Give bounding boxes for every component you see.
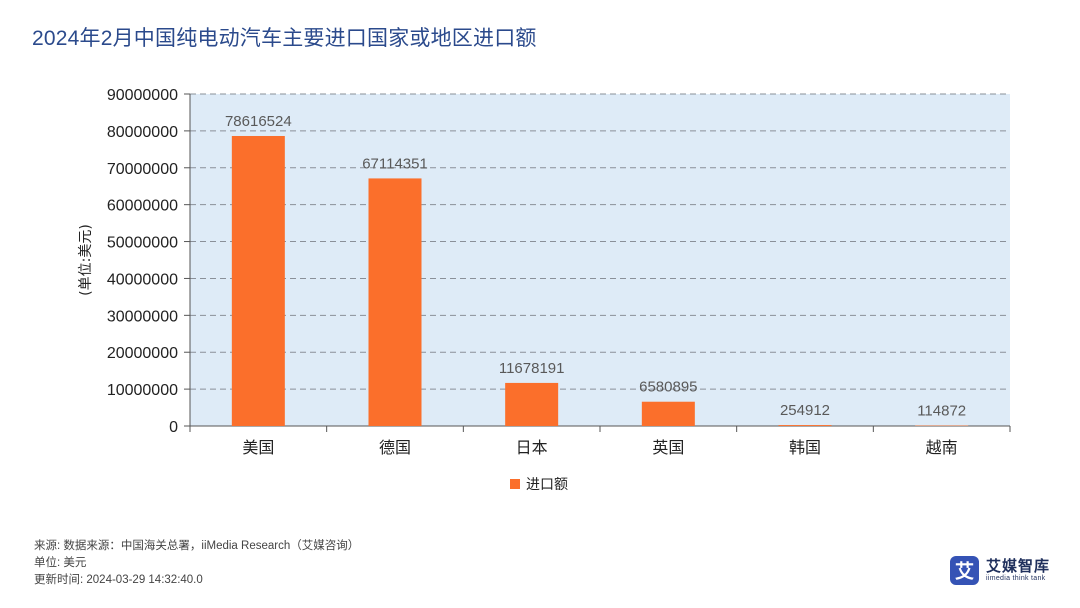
- data-label: 11678191: [499, 360, 565, 377]
- bar: [778, 425, 832, 426]
- y-tick-label: 0: [169, 419, 178, 436]
- y-tick-label: 10000000: [107, 382, 178, 399]
- y-tick-label: 40000000: [107, 271, 178, 288]
- x-tick-label: 韩国: [789, 438, 821, 457]
- y-tick-label: 90000000: [107, 87, 178, 104]
- brand-glyph: 艾: [955, 561, 974, 583]
- bar: [368, 178, 422, 426]
- y-tick-label: 20000000: [107, 345, 178, 362]
- plot-area: [190, 94, 1010, 426]
- footer-unit: 单位: 美元: [34, 557, 87, 569]
- y-tick-label: 80000000: [107, 124, 178, 141]
- footer: 来源: 数据来源：中国海关总署，iiMedia Research（艾媒咨询） 单…: [34, 539, 364, 590]
- data-label: 6580895: [639, 379, 697, 396]
- brand-mark-icon: 艾: [950, 556, 979, 585]
- bar: [505, 382, 559, 426]
- y-axis-title: (单位:美元): [78, 224, 94, 296]
- bar: [641, 401, 695, 426]
- bar-chart: 0 10000000 20000000 30000000 40000000 5000000…: [78, 87, 1011, 493]
- data-label: 254912: [780, 402, 830, 419]
- legend-label: 进口额: [526, 477, 568, 493]
- data-label: 78616524: [225, 113, 292, 130]
- y-tick-label: 50000000: [107, 235, 178, 252]
- footer-source: 来源: 数据来源：中国海关总署，iiMedia Research（艾媒咨询）: [34, 540, 360, 552]
- x-tick-label: 日本: [516, 438, 548, 457]
- y-tick-label: 70000000: [107, 161, 178, 178]
- footer-updated: 更新时间: 2024-03-29 14:32:40.0: [34, 574, 203, 586]
- chart-title: 2024年2月中国纯电动汽车主要进口国家或地区进口额: [32, 27, 537, 50]
- x-tick-label: 英国: [652, 438, 684, 457]
- data-label: 114872: [917, 403, 966, 420]
- x-tick-label: 德国: [379, 438, 411, 457]
- x-tick-label: 美国: [242, 438, 274, 457]
- y-tick-label: 30000000: [107, 308, 178, 325]
- legend-swatch: [510, 479, 520, 489]
- brand-logo[interactable]: 艾 艾媒智库 iimedia think tank: [950, 556, 1070, 588]
- x-tick-label: 越南: [926, 438, 958, 457]
- bar: [231, 135, 285, 426]
- brand-name: 艾媒智库: [986, 558, 1051, 575]
- y-tick-label: 60000000: [107, 198, 178, 215]
- brand-subtitle: iimedia think tank: [986, 575, 1046, 582]
- data-label: 67114351: [362, 155, 428, 172]
